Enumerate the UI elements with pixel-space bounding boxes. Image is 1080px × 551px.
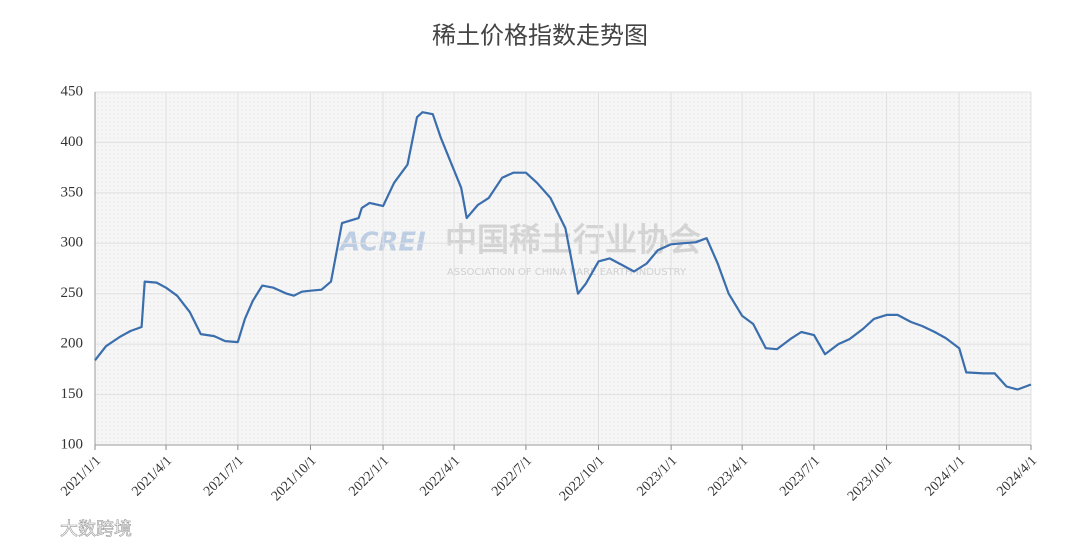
source-watermark: 大数跨境 — [60, 519, 132, 540]
y-tick-label: 200 — [61, 336, 84, 352]
x-tick-label: 2023/4/1 — [705, 453, 751, 499]
y-tick-label: 450 — [61, 83, 84, 99]
y-tick-label: 150 — [61, 386, 84, 402]
y-tick-label: 300 — [61, 235, 84, 251]
x-tick-label: 2024/4/1 — [994, 453, 1040, 499]
x-tick-label: 2023/7/1 — [777, 453, 823, 499]
x-tick-label: 2021/1/1 — [58, 453, 104, 499]
x-tick-label: 2021/10/1 — [269, 453, 320, 504]
chart-title: 稀土价格指数走势图 — [432, 23, 648, 50]
plot-area — [95, 92, 1031, 445]
x-tick-label: 2022/10/1 — [557, 453, 608, 504]
y-tick-label: 100 — [61, 436, 84, 452]
watermark: ACREI 中国稀土行业协会 ASSOCIATION OF CHINA RARE… — [338, 221, 701, 278]
x-tick-label: 2021/7/1 — [201, 453, 247, 499]
x-tick-label: 2022/7/1 — [489, 453, 535, 499]
x-tick-label: 2022/1/1 — [346, 453, 392, 499]
price-index-line — [94, 111, 1032, 391]
x-tick-label: 2022/4/1 — [417, 453, 463, 499]
y-tick-label: 400 — [61, 134, 84, 150]
x-tick-label: 2023/1/1 — [634, 453, 680, 499]
x-tick-label: 2023/10/1 — [845, 453, 896, 504]
y-tick-label: 350 — [61, 184, 84, 200]
y-tick-label: 250 — [61, 285, 84, 301]
x-tick-label: 2021/4/1 — [129, 453, 175, 499]
watermark-name: 中国稀土行业协会 — [445, 221, 701, 257]
watermark-logo: ACREI — [338, 228, 426, 258]
watermark-subtitle: ASSOCIATION OF CHINA RARE EARTH INDUSTRY — [447, 267, 687, 278]
x-tick-label: 2024/1/1 — [922, 453, 968, 499]
